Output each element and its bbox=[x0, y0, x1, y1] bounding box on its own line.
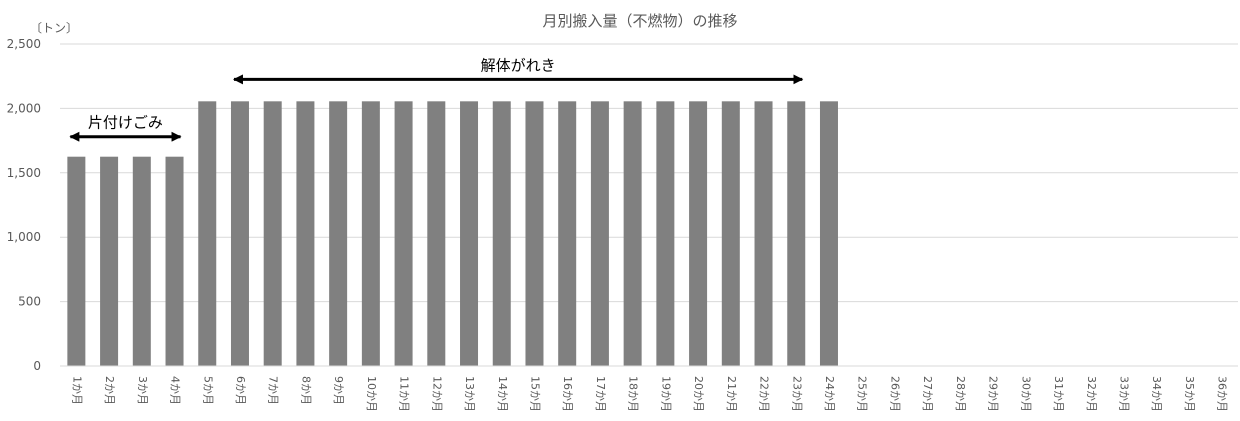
bar bbox=[689, 101, 708, 366]
bar bbox=[623, 101, 642, 366]
bar bbox=[132, 156, 151, 366]
bar bbox=[460, 101, 479, 366]
x-tick-label: 16か月 bbox=[561, 376, 574, 412]
x-axis-ticks: 1か月 2か月 3か月 4か月 5か月 6か月 7か月 8か月 9か月 10か月 11か月 12か月 1… bbox=[70, 376, 1228, 412]
x-tick-label: 25か月 bbox=[856, 376, 869, 412]
x-tick-label: 5か月 bbox=[201, 376, 214, 405]
x-tick-label: 17か月 bbox=[594, 376, 607, 412]
x-tick-label: 7か月 bbox=[267, 376, 280, 405]
bar bbox=[198, 101, 217, 366]
bar bbox=[754, 101, 773, 366]
bars bbox=[67, 101, 838, 366]
x-tick-label: 1か月 bbox=[70, 376, 83, 405]
chart-title: 月別搬入量（不燃物）の推移 bbox=[542, 12, 737, 30]
y-tick-label: 2,500 bbox=[7, 37, 41, 51]
bar bbox=[67, 156, 86, 366]
annotation-label: 片付けごみ bbox=[88, 114, 163, 132]
x-tick-label: 6か月 bbox=[234, 376, 247, 405]
bar bbox=[100, 156, 119, 366]
bar bbox=[165, 156, 184, 366]
bar bbox=[656, 101, 675, 366]
x-tick-label: 27か月 bbox=[921, 376, 934, 412]
bar bbox=[427, 101, 446, 366]
bar bbox=[787, 101, 806, 366]
x-tick-label: 14か月 bbox=[496, 376, 509, 412]
x-tick-label: 30か月 bbox=[1019, 376, 1032, 412]
x-tick-label: 29か月 bbox=[987, 376, 1000, 412]
y-tick-label: 0 bbox=[33, 359, 41, 373]
x-tick-label: 34か月 bbox=[1150, 376, 1163, 412]
x-tick-label: 26か月 bbox=[888, 376, 901, 412]
bar bbox=[361, 101, 380, 366]
gridlines bbox=[60, 43, 1238, 303]
x-tick-label: 3か月 bbox=[136, 376, 149, 405]
bar bbox=[230, 101, 249, 366]
x-tick-label: 2か月 bbox=[103, 376, 116, 405]
x-tick-label: 28か月 bbox=[954, 376, 967, 412]
x-tick-label: 23か月 bbox=[790, 376, 803, 412]
bar bbox=[394, 101, 413, 366]
x-tick-label: 33か月 bbox=[1117, 376, 1130, 412]
x-tick-label: 35か月 bbox=[1183, 376, 1196, 412]
bar bbox=[296, 101, 315, 366]
x-tick-label: 36か月 bbox=[1216, 376, 1229, 412]
y-tick-label: 500 bbox=[18, 295, 41, 309]
bar bbox=[721, 101, 740, 366]
bar bbox=[558, 101, 577, 366]
x-tick-label: 32か月 bbox=[1085, 376, 1098, 412]
y-axis-ticks: 0 500 1,000 1,500 2,000 2,500 bbox=[7, 37, 41, 373]
x-tick-label: 22か月 bbox=[758, 376, 771, 412]
x-tick-label: 15か月 bbox=[528, 376, 541, 412]
bar bbox=[329, 101, 348, 366]
x-tick-label: 13か月 bbox=[463, 376, 476, 412]
y-tick-label: 1,000 bbox=[7, 230, 41, 244]
x-tick-label: 11か月 bbox=[398, 376, 411, 412]
x-tick-label: 18か月 bbox=[627, 376, 640, 412]
y-tick-label: 2,000 bbox=[7, 101, 41, 115]
x-tick-label: 10か月 bbox=[365, 376, 378, 412]
bar bbox=[819, 101, 838, 366]
annotations: 片付けごみ 解体がれき bbox=[69, 56, 804, 142]
y-tick-label: 1,500 bbox=[7, 166, 41, 180]
annotation-label: 解体がれき bbox=[481, 56, 556, 74]
bar bbox=[492, 101, 511, 366]
x-tick-label: 9か月 bbox=[332, 376, 345, 405]
bar bbox=[263, 101, 282, 366]
x-tick-label: 31か月 bbox=[1052, 376, 1065, 412]
x-tick-label: 4か月 bbox=[169, 376, 182, 405]
bar bbox=[590, 101, 609, 366]
y-axis-unit-label: 〔トン〕 bbox=[30, 21, 78, 35]
x-tick-label: 8か月 bbox=[299, 376, 312, 405]
bar bbox=[525, 101, 544, 366]
x-tick-label: 21か月 bbox=[725, 376, 738, 412]
x-tick-label: 24か月 bbox=[823, 376, 836, 412]
x-tick-label: 20か月 bbox=[692, 376, 705, 412]
x-tick-label: 19か月 bbox=[659, 376, 672, 412]
x-tick-label: 12か月 bbox=[430, 376, 443, 412]
